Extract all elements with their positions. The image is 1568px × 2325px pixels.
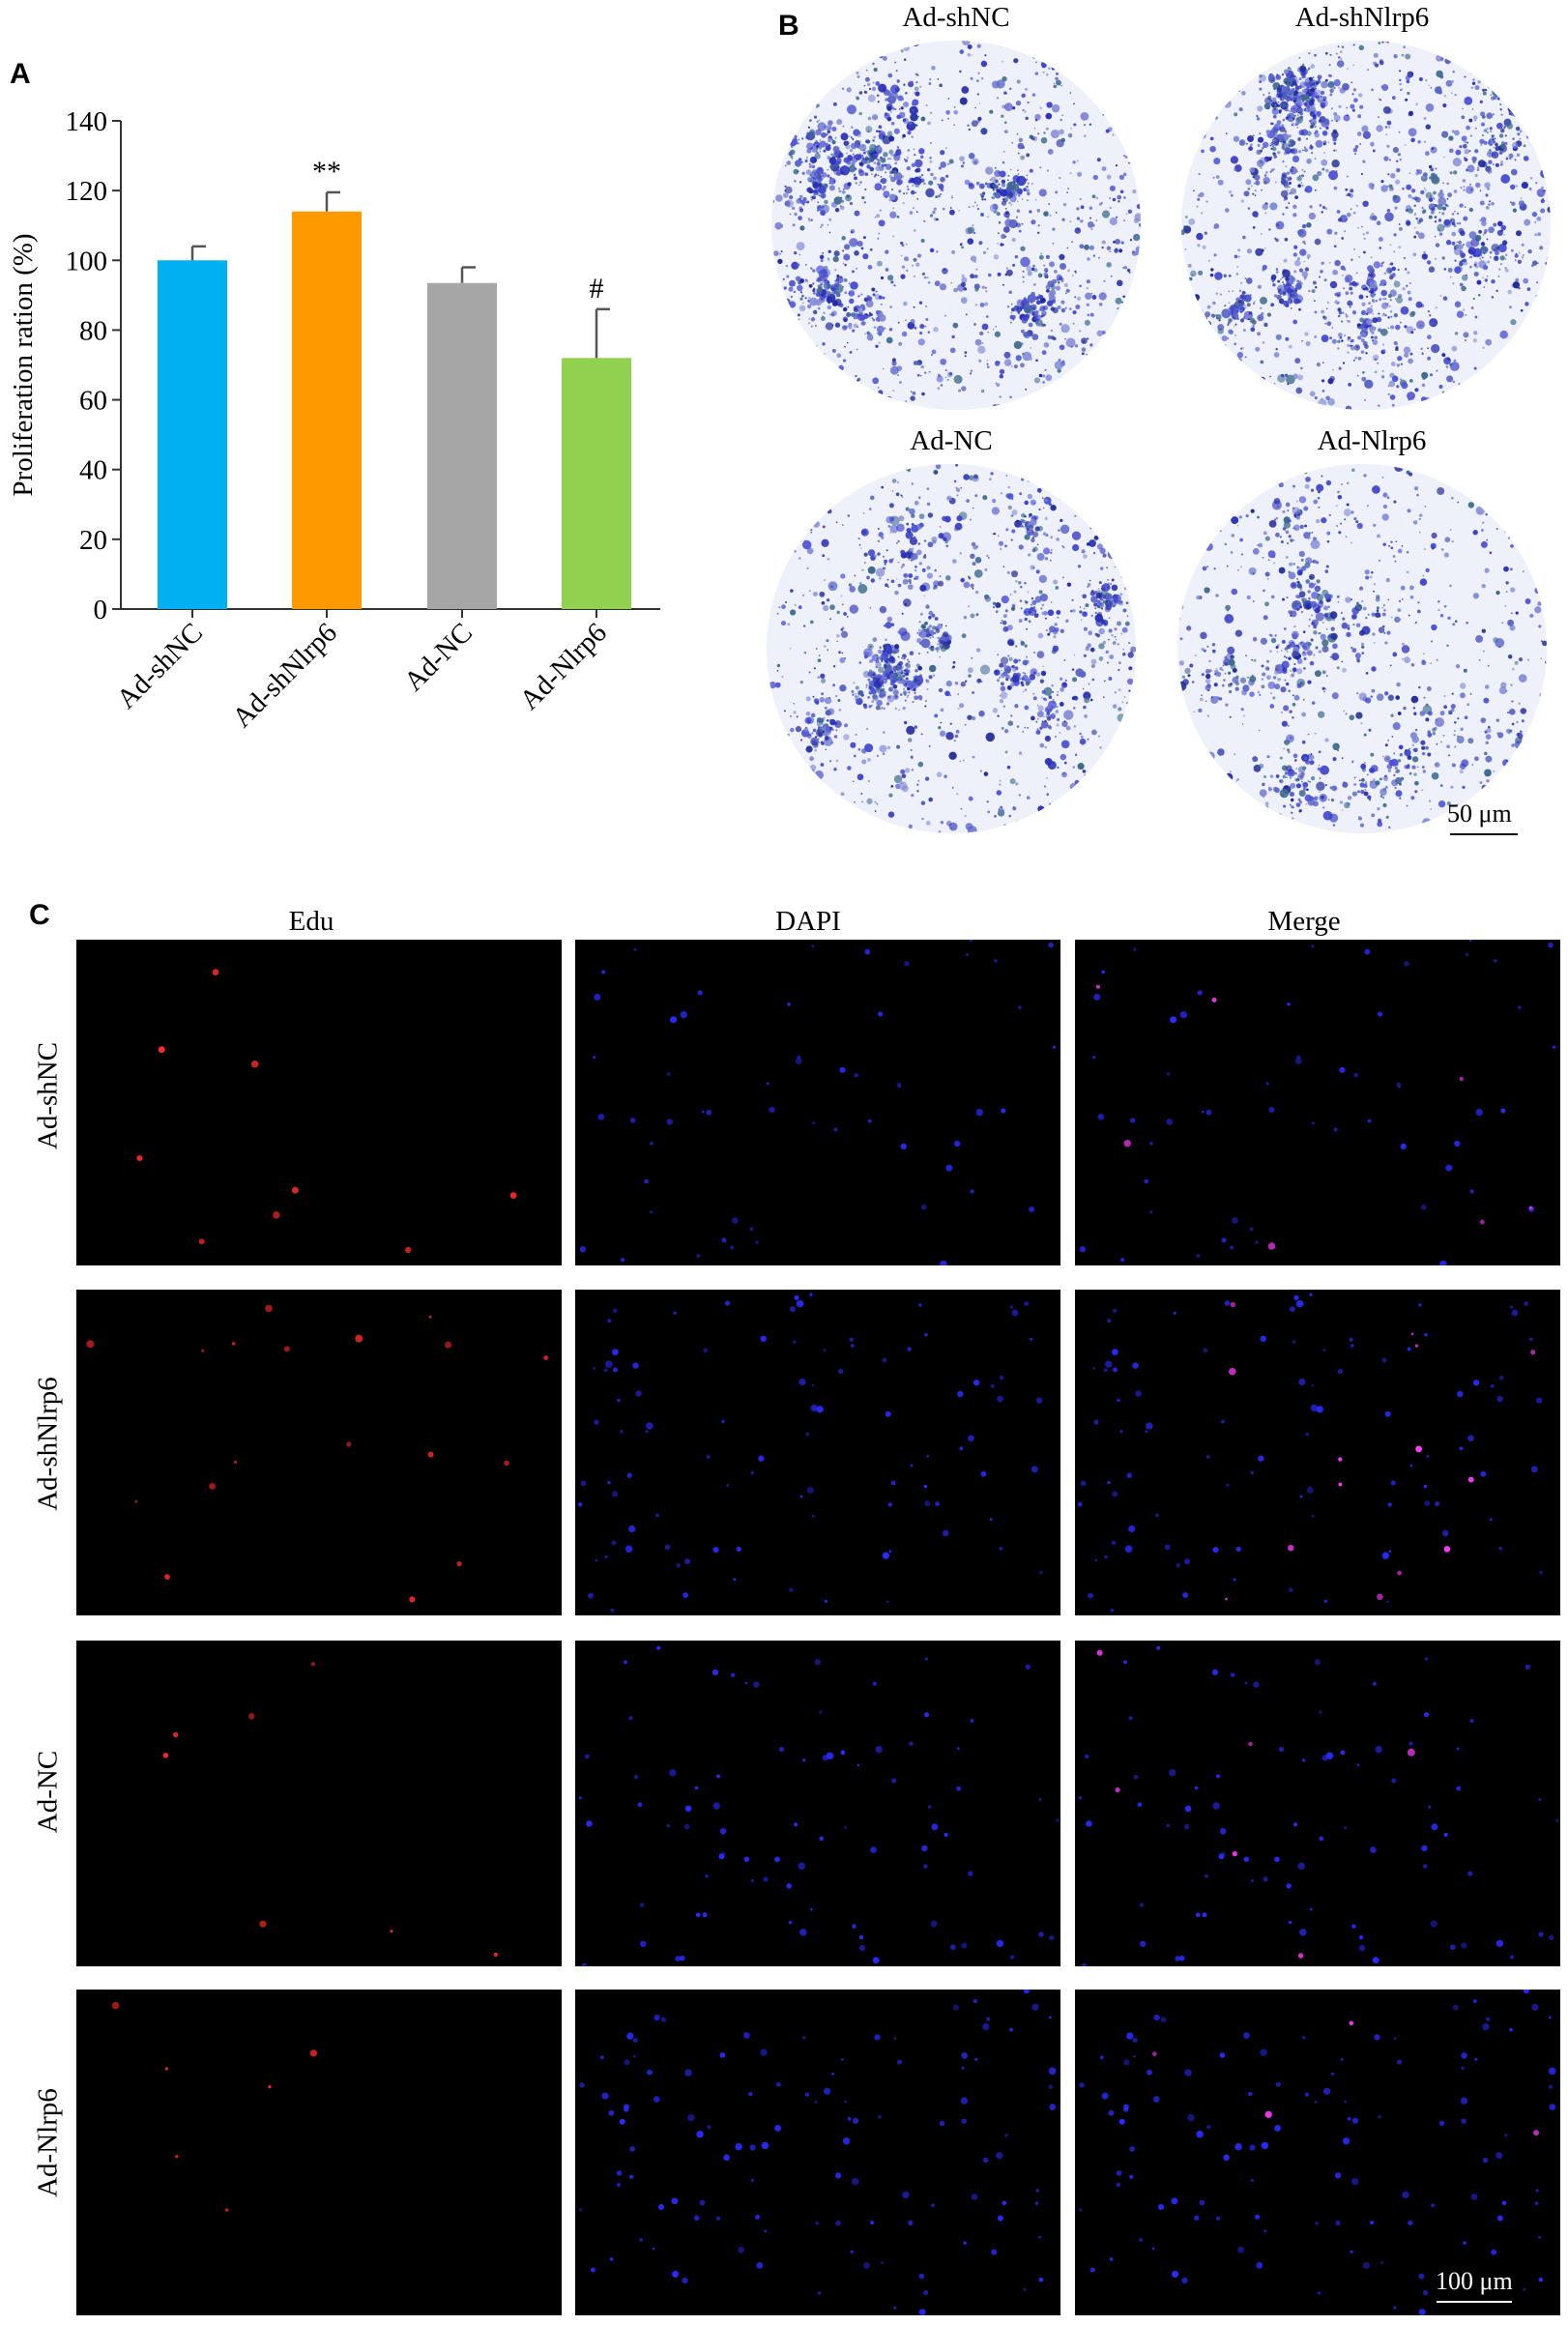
column-title-dapi: DAPI xyxy=(775,906,841,937)
panel-a-label: A xyxy=(10,58,31,90)
bar xyxy=(562,358,631,609)
row-label-ad-shnc: Ad-shNC xyxy=(32,1041,64,1150)
panel-c-label: C xyxy=(29,899,50,931)
y-tick-label: 40 xyxy=(79,455,107,486)
merge-image-ad-nc xyxy=(1075,1641,1560,1966)
x-tick-label: Ad-shNlrp6 xyxy=(226,617,343,734)
y-tick-label: 120 xyxy=(66,176,108,207)
significance-label: # xyxy=(590,273,604,305)
x-tick-label: Ad-Nlrp6 xyxy=(514,617,613,715)
scale-bar-b xyxy=(1450,833,1518,835)
edu-image-ad-nlrp6 xyxy=(76,1990,562,2315)
edu-image-ad-nc xyxy=(76,1641,562,1966)
x-tick-label: Ad-shNC xyxy=(111,617,209,714)
y-tick-label: 100 xyxy=(66,246,108,276)
crystal-title-ad-nc: Ad-NC xyxy=(910,425,993,456)
scale-bar-label-b: 50 μm xyxy=(1447,799,1512,828)
merge-image-ad-shnc xyxy=(1075,940,1560,1265)
crystal-violet-image-ad-shnc xyxy=(771,41,1141,410)
bar xyxy=(158,260,227,609)
dapi-image-ad-nc xyxy=(575,1641,1060,1966)
y-tick-label: 0 xyxy=(94,595,108,625)
crystal-violet-image-ad-shnlrp6 xyxy=(1181,41,1551,410)
scale-bar-label-c: 100 μm xyxy=(1436,2267,1513,2295)
y-tick-label: 140 xyxy=(66,106,108,137)
column-title-merge: Merge xyxy=(1267,906,1341,937)
dapi-image-ad-shnlrp6 xyxy=(575,1290,1060,1615)
panel-b-label: B xyxy=(778,10,799,42)
edu-image-ad-shnc xyxy=(76,940,562,1265)
x-tick-label: Ad-NC xyxy=(398,617,479,697)
merge-image-ad-shnlrp6 xyxy=(1075,1290,1560,1615)
crystal-violet-image-ad-nlrp6 xyxy=(1177,464,1547,833)
row-label-ad-shnlrp6: Ad-shNlrp6 xyxy=(32,1377,64,1511)
y-axis-label: Proliferation ration (%) xyxy=(8,233,39,496)
dapi-image-ad-nlrp6 xyxy=(575,1990,1060,2315)
y-tick-label: 60 xyxy=(79,386,107,417)
significance-label: ** xyxy=(312,156,341,188)
crystal-title-ad-shnlrp6: Ad-shNlrp6 xyxy=(1294,2,1430,33)
dapi-image-ad-shnc xyxy=(575,940,1060,1265)
column-title-edu: Edu xyxy=(288,906,334,937)
y-tick-label: 80 xyxy=(79,315,107,346)
edu-image-ad-shnlrp6 xyxy=(76,1290,562,1615)
y-tick-label: 20 xyxy=(79,525,107,556)
scale-bar-c xyxy=(1437,2301,1512,2303)
crystal-title-ad-shnc: Ad-shNC xyxy=(902,2,1010,33)
crystal-violet-image-ad-nc xyxy=(767,464,1136,833)
row-label-ad-nlrp6: Ad-Nlrp6 xyxy=(32,2088,64,2197)
row-label-ad-nc: Ad-NC xyxy=(32,1750,64,1834)
proliferation-bar-chart: 0 20 40 60 80 100 120 140 Proliferation ration (… xyxy=(8,106,660,734)
merge-image-ad-nlrp6 xyxy=(1075,1990,1560,2315)
crystal-title-ad-nlrp6: Ad-Nlrp6 xyxy=(1317,425,1427,456)
bar xyxy=(427,282,497,609)
bar xyxy=(292,211,362,610)
